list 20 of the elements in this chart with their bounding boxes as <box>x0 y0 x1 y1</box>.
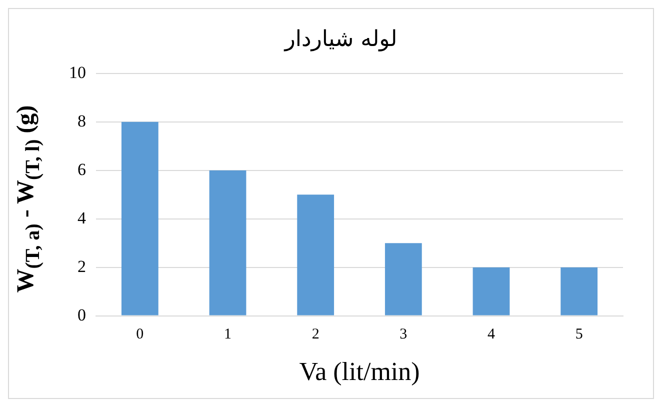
chart-title: لوله شیاردار <box>284 26 398 52</box>
bar <box>560 267 598 316</box>
x-tick-label: 1 <box>224 326 232 343</box>
y-tick-label: 2 <box>78 256 86 276</box>
bar <box>472 267 510 316</box>
y-tick-label: 8 <box>78 111 86 130</box>
y-tick-label: 6 <box>78 160 86 179</box>
x-tick-label: 2 <box>312 326 320 343</box>
x-axis-title: Va (lit/min) <box>299 357 420 386</box>
bar <box>297 194 334 316</box>
bar <box>384 243 422 316</box>
y-tick-label: 4 <box>78 208 86 228</box>
x-tick-label: 3 <box>400 326 408 343</box>
bar <box>209 170 246 316</box>
y-tick-label: 0 <box>78 305 86 324</box>
x-tick-label: 4 <box>488 326 496 343</box>
x-tick-label: 5 <box>575 326 583 343</box>
y-tick-label: 10 <box>69 62 86 82</box>
bar <box>121 122 158 316</box>
x-tick-label: 0 <box>136 326 144 343</box>
